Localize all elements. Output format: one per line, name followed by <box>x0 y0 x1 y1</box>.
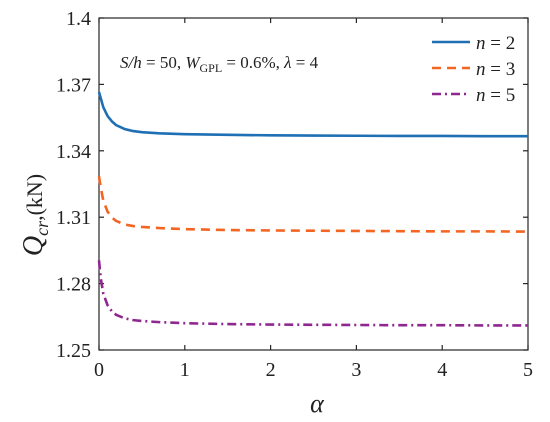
annotation-w: W <box>185 53 201 72</box>
y-axis-title: Qcr,(kN) <box>18 174 52 256</box>
y-tick-label: 1.4 <box>66 8 91 30</box>
y-axis-title-main: Q <box>18 236 49 256</box>
legend-eq: = 2 <box>486 33 516 54</box>
legend-var: n <box>476 59 486 80</box>
annotation-sh-value: = 50, <box>142 53 186 72</box>
x-tick-label: 4 <box>437 359 447 381</box>
series-line-1 <box>97 91 528 138</box>
y-axis-title-unit: ,(kN) <box>22 174 47 221</box>
annotation-lambda: λ <box>283 53 291 72</box>
y-tick-label: 1.25 <box>56 340 91 362</box>
x-tick-label: 5 <box>523 359 533 381</box>
parameter-annotation: S/h = 50, WGPL = 0.6%, λ = 4 <box>120 53 319 75</box>
legend-var: n <box>476 85 486 106</box>
legend-var: n <box>476 33 486 54</box>
x-tick-label: 1 <box>180 359 190 381</box>
legend-eq: = 5 <box>486 85 516 106</box>
annotation-lambda-value: = 4 <box>292 53 319 72</box>
y-tick-label: 1.34 <box>56 141 91 163</box>
series-line-3 <box>97 260 528 327</box>
x-axis-title: α <box>310 389 325 418</box>
annotation-w-subscript: GPL <box>200 61 223 75</box>
axis-ticks: 0 1 2 3 4 5 1.25 1.28 1.31 1.34 1.37 1.4 <box>56 8 533 381</box>
x-tick-label: 3 <box>351 359 361 381</box>
annotation-sh: S/h <box>120 53 142 72</box>
y-tick-label: 1.28 <box>56 274 91 296</box>
legend-label-2: n = 3 <box>476 59 515 80</box>
y-tick-label: 1.31 <box>56 207 91 229</box>
x-tick-label: 2 <box>266 359 276 381</box>
legend-eq: = 3 <box>486 59 516 80</box>
x-tick-label: 0 <box>94 359 104 381</box>
legend: n = 2n = 3n = 5 <box>432 33 515 106</box>
legend-label-1: n = 2 <box>476 33 515 54</box>
annotation-w-value: = 0.6%, <box>222 53 284 72</box>
y-axis-title-subscript: cr <box>32 220 52 236</box>
series-layer <box>97 91 529 327</box>
y-tick-label: 1.37 <box>56 74 91 96</box>
series-line-2 <box>97 176 529 233</box>
legend-label-3: n = 5 <box>476 85 515 106</box>
